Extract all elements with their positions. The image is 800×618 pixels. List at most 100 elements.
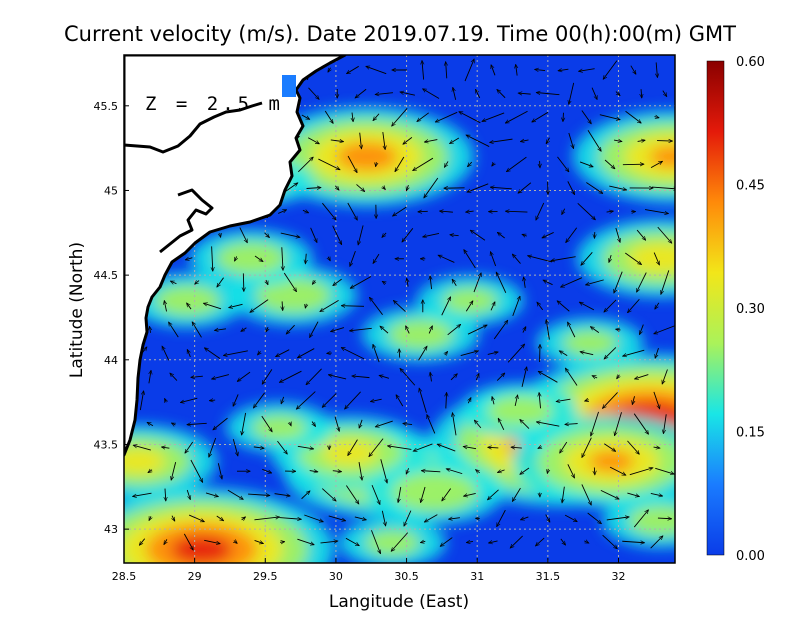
colorbar-tick-label: 0.15 xyxy=(736,426,765,441)
velocity-arrow xyxy=(614,412,622,436)
velocity-arrow xyxy=(204,539,220,543)
velocity-arrow xyxy=(604,443,615,452)
velocity-arrow xyxy=(234,256,236,261)
velocity-arrow xyxy=(650,160,663,168)
velocity-arrow xyxy=(467,324,487,335)
velocity-arrow xyxy=(569,82,575,104)
velocity-arrow xyxy=(535,69,546,70)
velocity-arrow xyxy=(420,541,426,542)
velocity-arrow xyxy=(282,301,283,310)
velocity-arrow xyxy=(330,327,345,332)
velocity-arrow xyxy=(322,393,337,407)
velocity-arrow xyxy=(297,538,314,545)
velocity-arrow xyxy=(396,395,404,407)
colorbar-tick-label: 0.45 xyxy=(736,179,765,194)
velocity-arrow xyxy=(449,518,460,520)
velocity-arrow xyxy=(400,368,416,386)
velocity-arrow xyxy=(577,202,596,220)
velocity-arrow xyxy=(604,347,617,359)
velocity-arrow xyxy=(446,469,463,475)
velocity-arrow xyxy=(497,89,506,99)
velocity-arrow xyxy=(254,517,279,521)
velocity-arrow xyxy=(239,227,248,243)
velocity-arrow xyxy=(426,415,436,434)
velocity-arrow xyxy=(180,397,198,402)
velocity-arrow xyxy=(466,541,474,542)
velocity-arrow xyxy=(349,327,372,331)
velocity-arrow xyxy=(547,468,548,474)
velocity-arrow xyxy=(400,92,415,96)
velocity-arrow xyxy=(662,90,667,97)
velocity-arrow xyxy=(186,489,190,500)
velocity-arrow xyxy=(639,324,644,335)
velocity-arrow xyxy=(623,349,645,356)
velocity-arrow xyxy=(187,423,207,424)
velocity-arrow xyxy=(375,420,393,427)
velocity-arrow xyxy=(446,62,447,79)
velocity-arrow xyxy=(165,488,166,501)
velocity-arrow xyxy=(424,177,439,198)
velocity-arrow xyxy=(302,210,309,214)
velocity-arrow xyxy=(460,351,479,357)
velocity-arrow xyxy=(417,112,430,122)
velocity-arrow xyxy=(579,161,593,167)
velocity-arrow xyxy=(568,132,574,149)
chart-title: Current velocity (m/s). Date 2019.07.19.… xyxy=(64,22,736,46)
colorbar-tick-label: 0.00 xyxy=(736,549,765,564)
velocity-arrow xyxy=(286,324,295,334)
velocity-arrow xyxy=(161,346,170,361)
velocity-arrow xyxy=(347,155,358,173)
speed-patch xyxy=(391,471,478,512)
velocity-arrow xyxy=(382,232,387,238)
velocity-arrow xyxy=(403,510,412,527)
x-axis-label: Langitude (East) xyxy=(329,592,469,612)
velocity-arrow xyxy=(183,533,194,550)
velocity-arrow xyxy=(594,467,595,475)
velocity-arrow xyxy=(330,140,344,142)
velocity-arrow xyxy=(657,518,672,519)
velocity-arrow xyxy=(266,279,268,285)
speed-patch xyxy=(171,535,232,563)
speed-patch xyxy=(255,277,332,314)
velocity-arrow xyxy=(467,161,473,167)
velocity-arrow xyxy=(520,140,529,142)
speed-patch xyxy=(124,448,166,475)
velocity-arrow xyxy=(375,93,393,95)
y-tick-label: 45.5 xyxy=(94,100,119,113)
velocity-arrow xyxy=(223,350,248,356)
velocity-arrow xyxy=(637,140,646,141)
velocity-arrow xyxy=(248,494,270,495)
x-tick-label: 30.5 xyxy=(394,570,419,583)
velocity-arrow xyxy=(604,159,615,169)
velocity-arrow xyxy=(440,537,453,547)
velocity-arrow xyxy=(482,112,505,121)
velocity-arrow xyxy=(341,347,365,360)
velocity-arrow xyxy=(521,367,527,387)
velocity-arrow xyxy=(651,187,675,189)
velocity-arrow xyxy=(625,110,642,123)
velocity-arrow xyxy=(139,391,143,411)
y-tick-label: 45 xyxy=(104,184,118,197)
velocity-arrow xyxy=(296,391,316,410)
velocity-arrow xyxy=(661,270,670,294)
velocity-arrow xyxy=(497,232,505,239)
velocity-arrow xyxy=(264,232,270,238)
velocity-arrow xyxy=(496,509,506,527)
velocity-arrow xyxy=(301,491,310,500)
velocity-arrow xyxy=(602,534,618,549)
velocity-arrow xyxy=(439,211,453,212)
velocity-arrow xyxy=(305,253,306,264)
velocity-arrow xyxy=(172,515,176,522)
velocity-arrow xyxy=(169,322,179,338)
velocity-arrow xyxy=(614,271,623,293)
velocity-arrow xyxy=(407,278,408,287)
velocity-arrow xyxy=(629,468,653,476)
velocity-arrow xyxy=(617,375,620,379)
x-tick-label: 29.5 xyxy=(253,570,278,583)
velocity-arrow xyxy=(600,489,619,500)
velocity-arrow xyxy=(391,532,409,552)
velocity-arrow xyxy=(148,516,151,520)
velocity-arrow xyxy=(369,297,383,316)
depth-label: Z = 2.5 m xyxy=(145,93,284,115)
